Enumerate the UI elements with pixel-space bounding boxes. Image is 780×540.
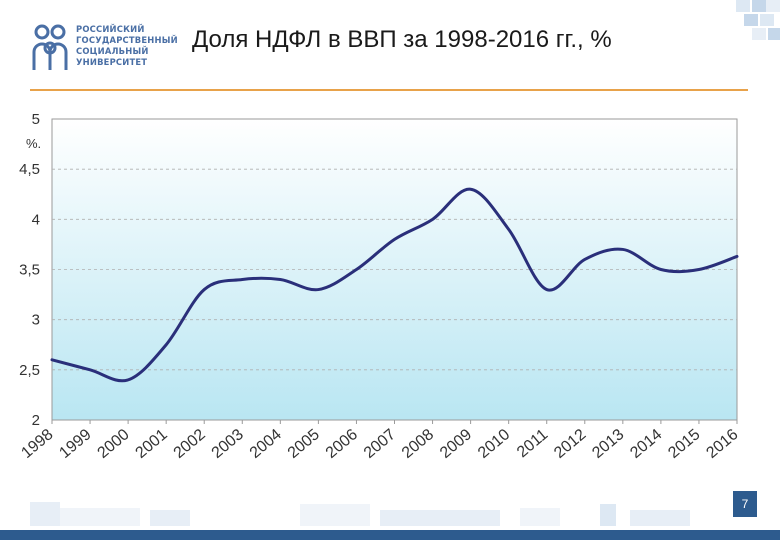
y-tick-label: 5	[32, 111, 40, 128]
x-tick-label: 2000	[94, 426, 132, 462]
logo-line: ГОСУДАРСТВЕННЫЙ	[76, 35, 178, 45]
data-point	[316, 288, 320, 292]
slide-title: Доля НДФЛ в ВВП за 1998-2016 гг., %	[192, 26, 612, 53]
x-tick-label: 2007	[361, 426, 399, 462]
x-tick-label: 2012	[551, 426, 589, 462]
x-tick-label: 1999	[56, 426, 94, 462]
data-point	[164, 343, 168, 347]
data-point	[469, 187, 473, 191]
data-point	[354, 268, 358, 272]
data-point	[621, 247, 625, 251]
x-tick-label: 2014	[627, 426, 665, 462]
y-tick-label: 4	[32, 211, 40, 228]
title-divider	[30, 89, 748, 91]
decorative-squares-top	[736, 0, 780, 40]
y-tick-label: 3,5	[19, 262, 40, 279]
x-tick-label: 2015	[665, 426, 703, 462]
data-point	[697, 268, 701, 272]
x-tick-label: 2008	[399, 426, 437, 462]
y-tick-label: 4,5	[19, 161, 40, 178]
x-tick-label: 2005	[285, 426, 323, 462]
university-logo	[32, 24, 68, 70]
data-point	[50, 358, 54, 362]
x-tick-label: 2004	[247, 426, 285, 462]
x-tick-label: 1998	[18, 426, 56, 462]
data-point	[583, 257, 587, 261]
page-number: 7	[733, 491, 757, 517]
data-point	[545, 288, 549, 292]
data-point	[202, 288, 206, 292]
data-point	[278, 278, 282, 282]
y-tick-label: 2	[32, 412, 40, 429]
data-point	[507, 227, 511, 231]
x-tick-label: 2013	[589, 426, 627, 462]
logo-line: РОССИЙСКИЙ	[76, 24, 145, 34]
data-point	[431, 217, 435, 221]
x-tick-label: 2011	[514, 426, 551, 461]
decorative-squares-bottom	[0, 502, 780, 540]
data-point	[659, 268, 663, 272]
data-point	[240, 278, 244, 282]
y-tick-label: 3	[32, 312, 40, 329]
data-point	[735, 254, 739, 258]
line-chart: 22,533,544,55 1998 1999 2000 2001 2002 2003 20…	[18, 111, 741, 462]
x-tick-label: 2002	[171, 426, 209, 462]
x-tick-label: 2003	[209, 426, 247, 462]
x-tick-label: 2010	[475, 426, 513, 462]
x-tick-label: 2001	[133, 426, 171, 462]
series-line	[50, 187, 739, 383]
data-point	[126, 378, 130, 382]
logo-line: УНИВЕРСИТЕТ	[76, 57, 148, 67]
y-axis-label: %.	[26, 136, 41, 151]
logo-line: СОЦИАЛЬНЫЙ	[76, 46, 149, 56]
x-tick-label: 2006	[323, 426, 361, 462]
data-point	[88, 368, 92, 372]
x-tick-label: 2009	[437, 426, 475, 462]
x-tick-label: 2016	[703, 426, 741, 462]
university-logo-text: РОССИЙСКИЙ ГОСУДАРСТВЕННЫЙ СОЦИАЛЬНЫЙ УН…	[76, 24, 178, 68]
data-point	[393, 237, 397, 241]
y-tick-label: 2,5	[19, 362, 40, 379]
